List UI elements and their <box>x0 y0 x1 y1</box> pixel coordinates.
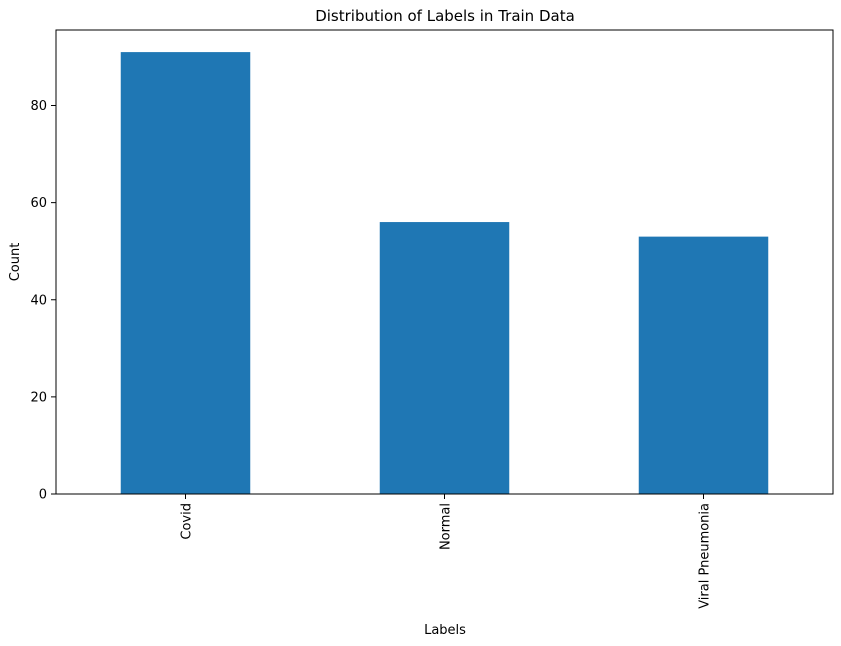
bar-normal <box>379 222 510 495</box>
x-axis: Covid Normal Viral Pneumonia <box>180 494 713 609</box>
bar-viral-pneumonia <box>638 236 769 494</box>
y-axis: 0 20 40 60 80 <box>30 99 56 503</box>
y-tick-label: 80 <box>30 99 47 114</box>
x-tick-label: Viral Pneumonia <box>698 503 713 609</box>
bars-group <box>120 52 769 495</box>
x-tick-label: Normal <box>439 503 454 550</box>
y-tick-label: 0 <box>39 488 47 503</box>
y-axis-title: Count <box>8 243 23 282</box>
x-axis-title: Labels <box>424 623 466 638</box>
bar-covid <box>120 52 251 494</box>
chart-title: Distribution of Labels in Train Data <box>315 7 575 25</box>
y-tick-label: 40 <box>30 293 47 308</box>
y-tick-label: 20 <box>30 390 47 405</box>
y-tick-label: 60 <box>30 196 47 211</box>
x-tick-label: Covid <box>180 503 195 540</box>
